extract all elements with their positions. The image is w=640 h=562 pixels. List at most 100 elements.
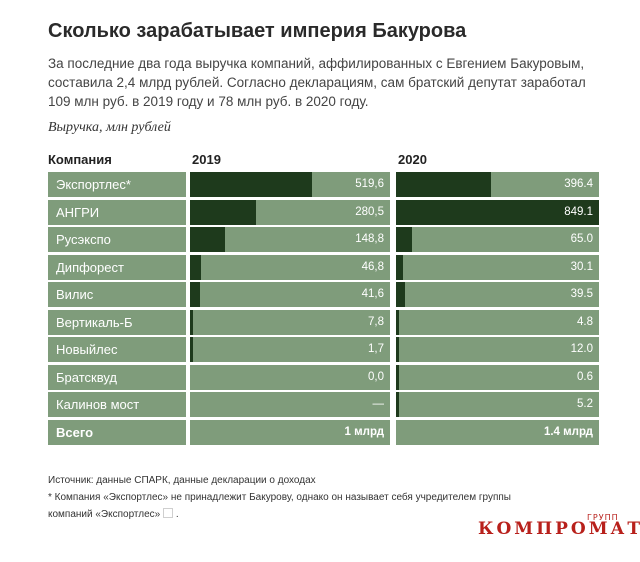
y2019-cell: 280,5 [190, 199, 390, 225]
y2019-cell: 148,8 [190, 227, 390, 252]
y2020-bar [396, 254, 404, 280]
total-y2019-value: 1 млрд [344, 425, 384, 438]
y2019-bar [190, 199, 257, 225]
company-cell: Русэкспо [48, 227, 186, 252]
y2019-cell: 41,6 [190, 282, 390, 307]
logo-superscript: ГРУПП [587, 513, 619, 522]
y2019-bar [190, 254, 201, 280]
total-y2020-value: 1.4 млрд [543, 425, 593, 438]
y2019-bar [190, 227, 225, 252]
company-name: Братсквуд [56, 369, 117, 385]
units-label: Выручка, млн рублей [48, 120, 171, 135]
y2019-cell: 1,7 [190, 337, 390, 362]
chart-title: Сколько зарабатывает империя Бакурова [48, 20, 467, 42]
company-cell: Братсквуд [48, 364, 186, 390]
y2020-bar [396, 282, 406, 307]
y2019-value-label: 41,6 [361, 288, 384, 300]
company-name: Вилис [56, 287, 94, 302]
total-label-cell: Всего [48, 419, 186, 445]
y2020-bar [396, 392, 399, 417]
total-y2020-cell: 1.4 млрд [396, 419, 599, 445]
y2020-bar [396, 172, 491, 197]
total-row: Всего 1 млрд 1.4 млрд [0, 419, 640, 445]
y2020-bar [396, 364, 399, 390]
footnote-line-2-text: компаний «Экспортлес» [48, 509, 161, 520]
y2020-cell: 39.5 [396, 282, 599, 307]
y2020-cell: 12.0 [396, 337, 599, 362]
y2019-bar [190, 337, 193, 362]
y2020-cell: 30.1 [396, 254, 599, 280]
company-name: Русэкспо [56, 232, 111, 247]
y2020-bar [396, 309, 399, 335]
y2020-value-label: 12.0 [570, 343, 593, 355]
total-y2019-cell: 1 млрд [190, 419, 390, 445]
table-row: Братсквуд 0,0 0.6 [0, 364, 640, 390]
y2019-value-label: 1,7 [368, 343, 384, 355]
company-name: Экспортлес* [56, 177, 131, 192]
y2019-value-label: 280,5 [355, 205, 384, 218]
company-name: Вертикаль-Б [56, 314, 133, 330]
company-cell: Дипфорест [48, 254, 186, 280]
y2020-value-label: 65.0 [570, 233, 593, 245]
table-row: Экспортлес* 519,6 396.4 [0, 172, 640, 197]
table-row: АНГРИ 280,5 849.1 [0, 199, 640, 225]
column-header-2019: 2019 [192, 152, 221, 167]
total-label: Всего [56, 424, 94, 440]
source-line: Источник: данные СПАРК, данные деклараци… [48, 475, 316, 486]
company-cell: АНГРИ [48, 199, 186, 225]
y2020-bar [396, 199, 599, 225]
y2020-bar [396, 337, 399, 362]
y2020-value-label: 849.1 [564, 205, 593, 218]
table-row: Русэкспо 148,8 65.0 [0, 227, 640, 252]
table-row: Вилис 41,6 39.5 [0, 282, 640, 307]
y2020-cell: 5.2 [396, 392, 599, 417]
company-cell: Вилис [48, 282, 186, 307]
y2019-value-label: — [372, 398, 385, 410]
y2019-cell: — [190, 392, 390, 417]
chart-subtitle: За последние два года выручка компаний, … [48, 56, 586, 109]
table-row: Новыйлес 1,7 12.0 [0, 337, 640, 362]
company-cell: Новыйлес [48, 337, 186, 362]
y2020-value-label: 5.2 [577, 398, 593, 410]
y2020-value-label: 396.4 [564, 178, 593, 190]
table-row: Вертикаль-Б 7,8 4.8 [0, 309, 640, 335]
column-header-company: Компания [48, 152, 112, 167]
square-icon [163, 508, 174, 518]
company-name: Дипфорест [56, 259, 124, 275]
y2020-value-label: 30.1 [570, 260, 593, 273]
y2019-value-label: 46,8 [361, 260, 384, 273]
y2019-cell: 0,0 [190, 364, 390, 390]
y2019-bar [190, 172, 313, 197]
y2019-value-label: 148,8 [355, 233, 384, 245]
company-name: АНГРИ [56, 204, 100, 220]
footnote-line-2: компаний «Экспортлес» . [48, 506, 608, 523]
y2020-cell: 4.8 [396, 309, 599, 335]
kompromat-logo: КОМПРОМАТ [478, 519, 640, 539]
y2020-cell: 0.6 [396, 364, 599, 390]
column-header-2020: 2020 [398, 152, 427, 167]
y2019-cell: 46,8 [190, 254, 390, 280]
company-name: Калинов мост [56, 397, 140, 412]
y2019-cell: 7,8 [190, 309, 390, 335]
y2020-value-label: 0.6 [577, 370, 593, 383]
y2019-cell: 519,6 [190, 172, 390, 197]
y2019-value-label: 0,0 [368, 370, 384, 383]
y2020-cell: 396.4 [396, 172, 599, 197]
table-row: Дипфорест 46,8 30.1 [0, 254, 640, 280]
y2019-bar [190, 309, 193, 335]
y2020-cell: 849.1 [396, 199, 599, 225]
y2020-cell: 65.0 [396, 227, 599, 252]
company-cell: Экспортлес* [48, 172, 186, 197]
source-note: Источник: данные СПАРК, данные деклараци… [48, 472, 608, 523]
company-cell: Вертикаль-Б [48, 309, 186, 335]
y2020-value-label: 4.8 [577, 315, 593, 328]
y2020-bar [396, 227, 412, 252]
company-cell: Калинов мост [48, 392, 186, 417]
y2019-value-label: 519,6 [355, 178, 384, 190]
footnote-line-1: * Компания «Экспортлес» не принадлежит Б… [48, 492, 511, 503]
company-name: Новыйлес [56, 342, 118, 357]
footnote-end: . [175, 509, 179, 520]
y2019-bar [190, 282, 200, 307]
y2019-value-label: 7,8 [368, 315, 384, 328]
table-row: Калинов мост — 5.2 [0, 392, 640, 417]
